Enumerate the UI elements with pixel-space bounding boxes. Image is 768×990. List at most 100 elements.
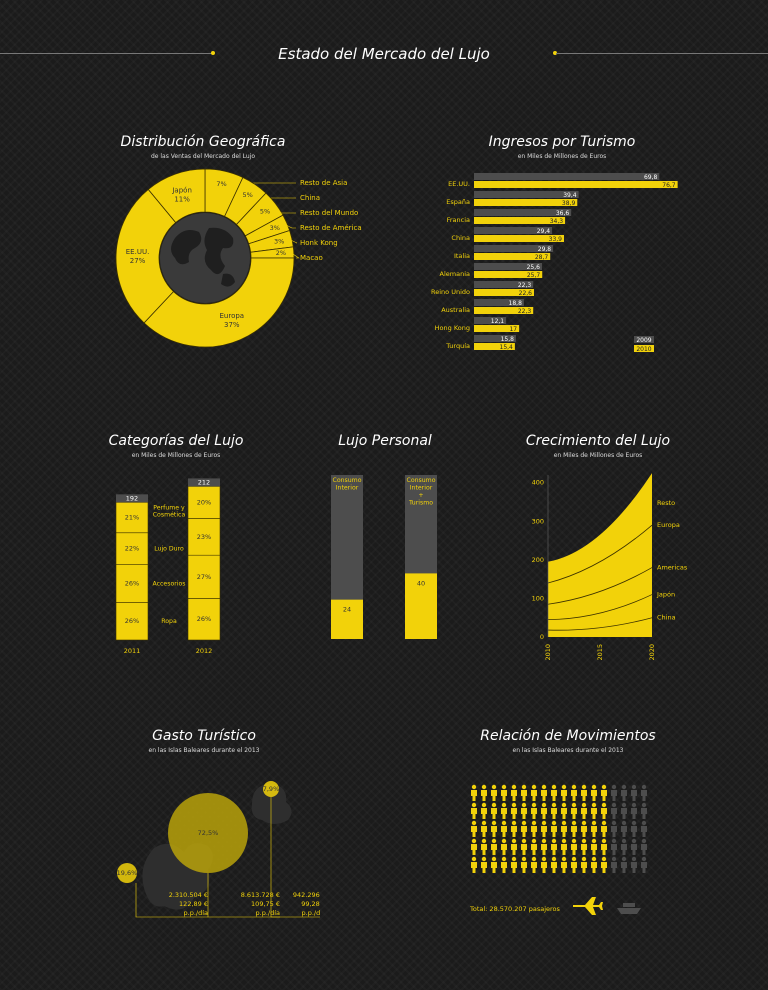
stack-segment bbox=[115, 532, 149, 565]
segment-name-label: Accesorios bbox=[152, 580, 185, 587]
area-series-line bbox=[547, 567, 653, 605]
person-icon bbox=[541, 802, 547, 808]
person-icon bbox=[561, 820, 567, 826]
person-icon bbox=[551, 856, 557, 862]
bar-value-label: 25,6 bbox=[527, 264, 541, 271]
stack-segment bbox=[115, 602, 149, 641]
person-icon bbox=[561, 784, 567, 790]
person-icon bbox=[631, 820, 637, 826]
person-icon-body bbox=[631, 844, 637, 855]
person-icon bbox=[581, 784, 587, 790]
segment-value-label: 26% bbox=[197, 615, 211, 623]
slice-leader-line bbox=[288, 238, 298, 244]
bar bbox=[474, 271, 543, 278]
slice-leader-line bbox=[272, 205, 296, 214]
person-icon-body bbox=[601, 808, 607, 819]
bar bbox=[474, 317, 507, 324]
segment-name-label: Cosmética bbox=[153, 510, 186, 518]
slice-label: Honk Kong bbox=[300, 239, 338, 247]
person-icon bbox=[571, 856, 577, 862]
series-label: China bbox=[657, 614, 676, 622]
person-icon bbox=[601, 784, 607, 790]
person-icon bbox=[631, 856, 637, 862]
person-icon-body bbox=[571, 808, 577, 819]
person-icon-body bbox=[521, 862, 527, 873]
person-icon bbox=[511, 802, 517, 808]
bar bbox=[474, 181, 678, 188]
person-icon bbox=[541, 784, 547, 790]
legend-label: 2010 bbox=[636, 346, 651, 353]
y-tick-label: 400 bbox=[532, 479, 544, 487]
bar-value-label: 34,3 bbox=[550, 218, 564, 225]
bar-value-label: 22,3 bbox=[518, 308, 532, 315]
person-icon-body bbox=[601, 862, 607, 873]
y-tick-label: 300 bbox=[532, 517, 544, 525]
bubble-label: 72,5% bbox=[198, 829, 219, 837]
person-icon bbox=[641, 820, 647, 826]
series-label: Europa bbox=[657, 521, 680, 529]
movimientos-subtitle: en las Islas Baleares durante el 2013 bbox=[512, 747, 624, 754]
person-icon-body bbox=[581, 844, 587, 855]
bar-value-label: 69,8 bbox=[644, 174, 658, 181]
person-icon bbox=[491, 820, 497, 826]
per-day-label: 122,89 € bbox=[179, 900, 208, 908]
donut-slice bbox=[147, 168, 206, 224]
slice-value-label: 27% bbox=[130, 257, 146, 265]
person-icon-body bbox=[611, 790, 617, 801]
area-series-line bbox=[547, 524, 653, 584]
bar-category-label: Turquía bbox=[445, 342, 470, 350]
person-icon bbox=[471, 838, 477, 844]
person-icon-body bbox=[481, 808, 487, 819]
person-icon bbox=[531, 838, 537, 844]
bubble-leader-line bbox=[207, 873, 280, 918]
person-icon-body bbox=[521, 790, 527, 801]
person-icon bbox=[641, 784, 647, 790]
person-icon-body bbox=[491, 790, 497, 801]
person-icon bbox=[591, 820, 597, 826]
stack-segment bbox=[187, 598, 221, 641]
person-icon-body bbox=[551, 808, 557, 819]
person-icon-body bbox=[581, 826, 587, 837]
amount-label: 2.310.504 € bbox=[169, 891, 208, 899]
person-icon bbox=[621, 838, 627, 844]
stack-segment bbox=[187, 554, 221, 599]
person-icon-body bbox=[571, 844, 577, 855]
person-icon bbox=[571, 838, 577, 844]
bubble bbox=[168, 793, 248, 873]
person-icon-body bbox=[621, 844, 627, 855]
page-title: Estado del Mercado del Lujo bbox=[278, 45, 490, 63]
person-icon bbox=[621, 802, 627, 808]
person-icon-body bbox=[561, 808, 567, 819]
geo-title: Distribución Geográfica bbox=[120, 134, 286, 150]
bar-value-label: 17 bbox=[509, 326, 517, 333]
person-icon-body bbox=[511, 826, 517, 837]
person-icon bbox=[501, 784, 507, 790]
person-icon bbox=[591, 784, 597, 790]
person-icon bbox=[591, 856, 597, 862]
person-icon bbox=[571, 820, 577, 826]
bar bbox=[474, 299, 524, 306]
series-label: Resto bbox=[657, 499, 675, 507]
person-icon-body bbox=[631, 862, 637, 873]
person-icon-body bbox=[631, 808, 637, 819]
person-icon bbox=[491, 802, 497, 808]
bubble-leader-line bbox=[135, 883, 208, 918]
person-icon-body bbox=[501, 862, 507, 873]
person-icon bbox=[611, 856, 617, 862]
x-tick-label: 2020 bbox=[648, 644, 656, 661]
total-label: 212 bbox=[198, 478, 210, 486]
bar bbox=[405, 573, 437, 639]
person-icon bbox=[501, 802, 507, 808]
person-icon-body bbox=[471, 790, 477, 801]
bar-value-label: 29,4 bbox=[537, 228, 551, 235]
geo-subtitle: de las Ventas del Mercado del Lujo bbox=[150, 153, 256, 160]
person-icon-body bbox=[541, 808, 547, 819]
person-icon-body bbox=[511, 862, 517, 873]
person-icon-body bbox=[531, 844, 537, 855]
person-icon-body bbox=[631, 790, 637, 801]
person-icon-body bbox=[541, 790, 547, 801]
slice-label: EE.UU. bbox=[126, 248, 150, 256]
legend-swatch bbox=[634, 336, 654, 343]
person-icon bbox=[511, 784, 517, 790]
person-icon-body bbox=[501, 826, 507, 837]
